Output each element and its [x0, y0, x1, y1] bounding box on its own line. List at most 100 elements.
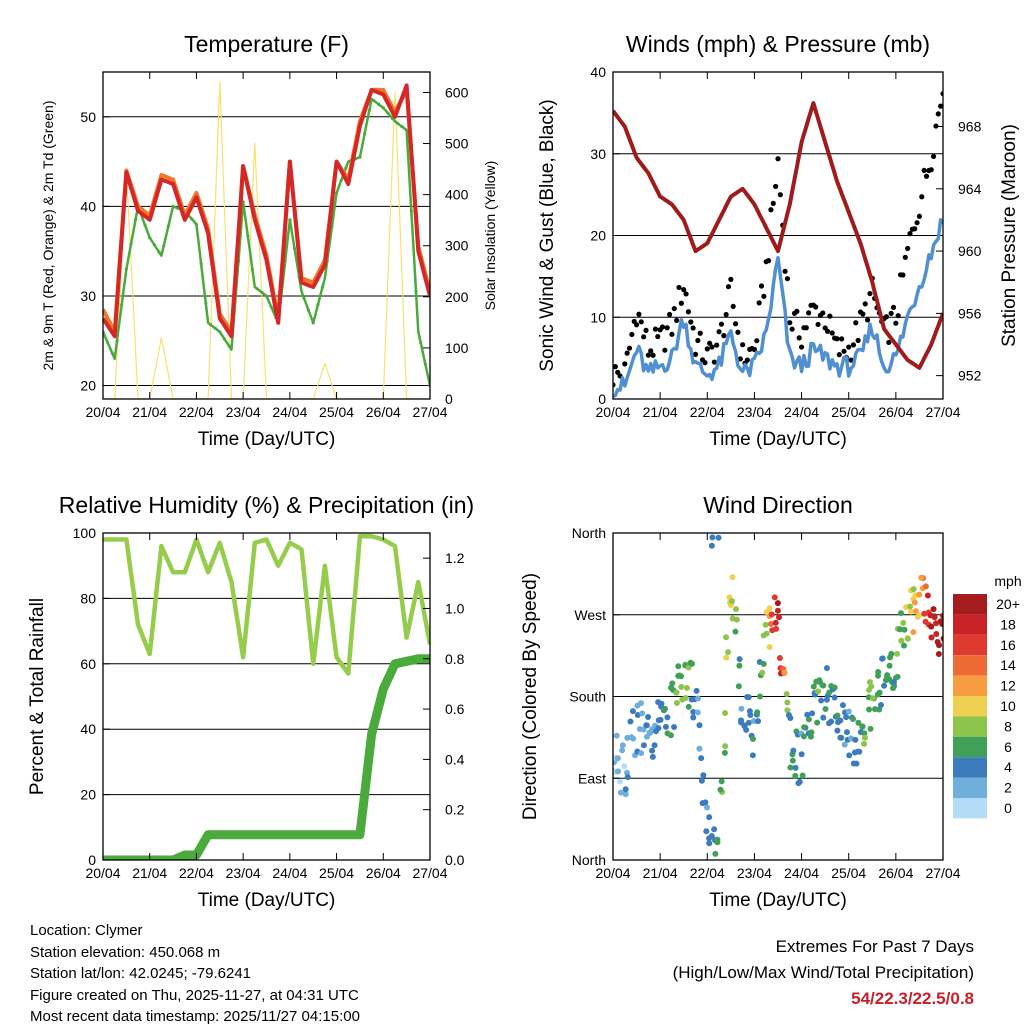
direction-point: [870, 695, 877, 702]
direction-point: [722, 709, 729, 716]
gust-point: [888, 310, 894, 316]
direction-point: [800, 733, 807, 740]
gust-point: [921, 167, 927, 174]
gust-point: [626, 345, 633, 351]
winds-ytick-label: 40: [590, 64, 606, 80]
direction-point: [931, 614, 938, 621]
direction-point: [936, 642, 943, 649]
gust-point: [676, 284, 682, 291]
temperature-xtick-label: 23/04: [226, 404, 261, 420]
gust-point: [662, 347, 668, 353]
direction-point: [843, 714, 850, 721]
series-2m-td: [103, 97, 430, 386]
direction-point: [733, 606, 740, 613]
temperature-ylabel-right: Solar Insolation (Yellow): [482, 161, 498, 311]
direction-point: [861, 740, 868, 747]
dewpoint-point: [208, 323, 213, 327]
dewpoint-point: [409, 209, 413, 213]
wind_direction-chart: Wind Direction 20/04 21/04 22/04 23/04 24/04 2…: [520, 492, 1022, 911]
speed-legend-swatch: [953, 736, 987, 758]
dewpoint-point: [255, 287, 259, 291]
gust-point: [714, 342, 720, 348]
direction-point: [898, 637, 905, 644]
direction-point: [894, 650, 901, 657]
direction-point: [820, 682, 827, 689]
humidity-ytick-right-label: 0.4: [445, 751, 465, 767]
direction-point: [683, 684, 690, 691]
wind_direction-xtick-label: 22/04: [690, 865, 725, 881]
dewpoint-point: [344, 166, 348, 170]
gust-point: [853, 320, 859, 326]
series-station-pressure: [613, 101, 943, 370]
direction-point: [861, 730, 868, 737]
wind_direction-xtick-label: 21/04: [643, 865, 678, 881]
speed-legend-swatch: [953, 594, 987, 615]
station-elevation: Station elevation: 450.068 m: [30, 943, 221, 961]
gust-point: [846, 344, 852, 350]
direction-point: [690, 708, 697, 715]
dewpoint-point: [199, 262, 203, 266]
gust-point: [692, 351, 699, 357]
dewpoint-point: [288, 218, 292, 222]
gust-point: [758, 283, 765, 289]
temperature-ytick-right-label: 300: [445, 238, 469, 254]
direction-point: [675, 663, 682, 670]
direction-point: [708, 542, 715, 549]
direction-point: [845, 708, 852, 715]
direction-point: [879, 655, 886, 662]
direction-point: [849, 715, 856, 722]
dewpoint-point: [405, 128, 409, 132]
dewpoint-point: [372, 99, 376, 103]
winds-ylabel: Sonic Wind & Gust (Blue, Black): [537, 99, 558, 371]
speed-legend-swatch: [953, 634, 987, 656]
gust-point: [806, 310, 812, 316]
gust-point: [728, 276, 734, 282]
extremes-values: 54/22.3/22.5/0.8: [851, 989, 974, 1008]
direction-point: [804, 711, 811, 718]
direction-point: [897, 610, 904, 617]
speed-legend-label: 2: [1004, 780, 1012, 796]
dewpoint-point: [227, 344, 231, 348]
direction-point: [655, 725, 662, 732]
gust-point: [633, 322, 640, 328]
direction-point: [799, 772, 806, 779]
gust-point: [664, 325, 670, 331]
gust-point: [768, 207, 774, 213]
direction-point: [841, 741, 848, 748]
dewpoint-point: [339, 178, 343, 183]
dewpoint-point: [381, 106, 385, 110]
direction-point: [657, 716, 664, 723]
speed-legend-swatch: [953, 655, 987, 676]
direction-point: [703, 828, 710, 835]
direction-point: [763, 630, 770, 637]
direction-point: [795, 780, 802, 787]
direction-point: [723, 634, 730, 641]
series-relative-humidity: [103, 534, 430, 676]
gust-point: [683, 291, 689, 297]
direction-point: [807, 733, 814, 740]
direction-point: [630, 735, 637, 742]
direction-point: [798, 751, 805, 758]
temperature-xtick-label: 24/04: [272, 404, 307, 420]
dewpoint-point: [260, 290, 264, 294]
direction-point: [669, 680, 676, 687]
temperature-title: Temperature (F): [184, 31, 349, 57]
winds-title: Winds (mph) & Pressure (mb): [626, 31, 930, 57]
direction-point: [790, 747, 797, 754]
gust-point: [674, 317, 680, 323]
humidity-ytick-right-label: 1.2: [445, 550, 465, 566]
direction-point: [831, 694, 838, 701]
direction-point: [643, 722, 650, 729]
direction-point: [843, 729, 850, 736]
speed-legend-label: 6: [1004, 739, 1012, 755]
direction-point: [744, 693, 751, 700]
temperature-xtick-label: 27/04: [412, 404, 447, 420]
temperature-ytick-label: 40: [80, 198, 96, 214]
direction-point: [766, 605, 773, 612]
humidity-ytick-right-label: 0.0: [445, 852, 465, 868]
direction-point: [712, 850, 719, 857]
wind_direction-ytick-label: North: [572, 852, 606, 868]
direction-point: [750, 718, 757, 725]
humidity-ylabel: Percent & Total Rainfall: [27, 598, 48, 795]
gust-point: [916, 213, 923, 219]
